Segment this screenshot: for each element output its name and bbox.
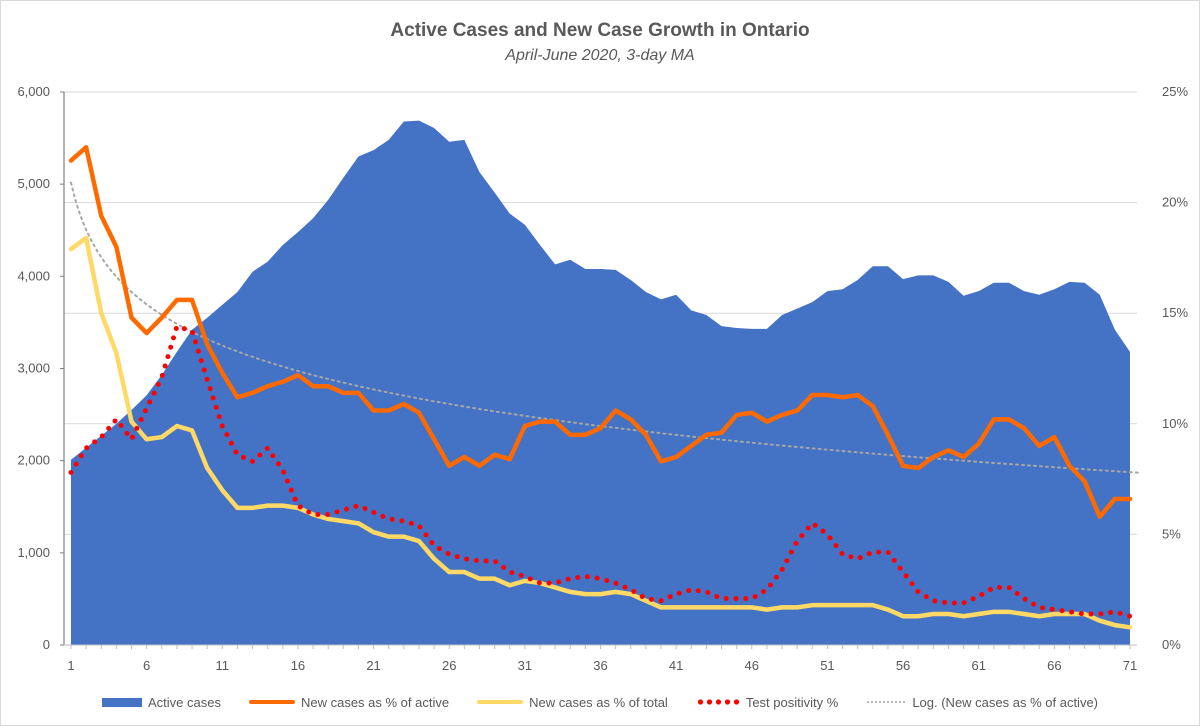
new-cases-pct-active-line bbox=[68, 145, 1133, 519]
left-axis-tick-label: 5,000 bbox=[17, 176, 50, 191]
chart-subtitle: April-June 2020, 3-day MA bbox=[505, 47, 695, 64]
x-axis-tick-labels: 1 6 11 16 21 26 31 36 41 46 51 56 61 66 71 bbox=[67, 658, 1137, 673]
x-axis-tick-label: 31 bbox=[518, 658, 532, 673]
legend-swatch-orange-line bbox=[248, 700, 295, 704]
x-axis-tick-label: 21 bbox=[366, 658, 380, 673]
right-axis-tick-label: 20% bbox=[1162, 195, 1188, 210]
x-axis-tick-label: 46 bbox=[745, 658, 759, 673]
x-axis-tick-label: 51 bbox=[820, 658, 834, 673]
log-trendline bbox=[70, 181, 1143, 474]
x-axis-tick-label: 16 bbox=[291, 658, 305, 673]
x-axis-tick-label: 66 bbox=[1047, 658, 1061, 673]
x-axis-tick-label: 6 bbox=[143, 658, 150, 673]
x-axis-tick-label: 61 bbox=[971, 658, 985, 673]
left-axis-tick-label: 1,000 bbox=[17, 545, 50, 560]
x-axis-tick-label: 41 bbox=[669, 658, 683, 673]
legend-label: New cases as % of total bbox=[529, 694, 668, 710]
legend-item-new-cases-pct-total[interactable]: New cases as % of total bbox=[477, 695, 668, 710]
legend-label: Log. (New cases as % of active) bbox=[912, 694, 1099, 710]
x-axis-tick-label: 56 bbox=[896, 658, 910, 673]
legend-label: Test positivity % bbox=[745, 694, 839, 710]
left-axis-tick-label: 6,000 bbox=[17, 84, 50, 99]
x-axis-tick-label: 71 bbox=[1123, 658, 1137, 673]
legend-swatch-yellow-line bbox=[477, 700, 524, 704]
right-axis-tick-label: 25% bbox=[1162, 84, 1188, 99]
legend-swatch-gray-dots bbox=[866, 701, 907, 703]
legend-label: Active cases bbox=[147, 694, 221, 710]
legend-swatch-area bbox=[101, 697, 142, 707]
legend: Active cases New cases as % of active Ne… bbox=[0, 690, 1200, 714]
right-axis-tick-label: 5% bbox=[1162, 526, 1181, 541]
legend-item-test-positivity[interactable]: Test positivity % bbox=[695, 694, 839, 710]
trendline-layer bbox=[70, 181, 1143, 474]
legend-label: New cases as % of active bbox=[300, 694, 450, 710]
right-axis-tick-label: 0% bbox=[1162, 637, 1181, 652]
legend-item-new-cases-pct-active[interactable]: New cases as % of active bbox=[248, 694, 450, 710]
right-axis-tick-label: 15% bbox=[1162, 305, 1188, 320]
x-axis-tick-label: 26 bbox=[442, 658, 456, 673]
right-axis-tick-labels: 0% 5% 10% 15% 20% 25% bbox=[1162, 84, 1188, 652]
legend-item-active-cases[interactable]: Active cases bbox=[101, 694, 221, 710]
new-cases-pct-total-line bbox=[68, 235, 1133, 630]
left-axis-tick-labels: 0 1,000 2,000 3,000 4,000 5,000 6,000 bbox=[17, 84, 50, 652]
lines-layer bbox=[68, 145, 1133, 630]
left-axis-tick-label: 2,000 bbox=[17, 453, 50, 468]
chart-title: Active Cases and New Case Growth in Onta… bbox=[390, 20, 810, 41]
legend-item-log-trendline[interactable]: Log. (New cases as % of active) bbox=[866, 695, 1098, 710]
legend-swatch-red-dots bbox=[695, 699, 740, 705]
test-positivity-line bbox=[68, 323, 1133, 619]
x-axis-tick-label: 11 bbox=[216, 658, 230, 673]
x-axis-tick-label: 36 bbox=[593, 658, 607, 673]
axes bbox=[60, 91, 1137, 649]
left-axis-tick-label: 4,000 bbox=[17, 268, 50, 283]
left-axis-tick-label: 3,000 bbox=[17, 361, 50, 376]
left-axis-tick-label: 0 bbox=[43, 637, 50, 652]
x-axis-tick-label: 1 bbox=[67, 658, 74, 673]
right-axis-tick-label: 10% bbox=[1162, 416, 1188, 431]
